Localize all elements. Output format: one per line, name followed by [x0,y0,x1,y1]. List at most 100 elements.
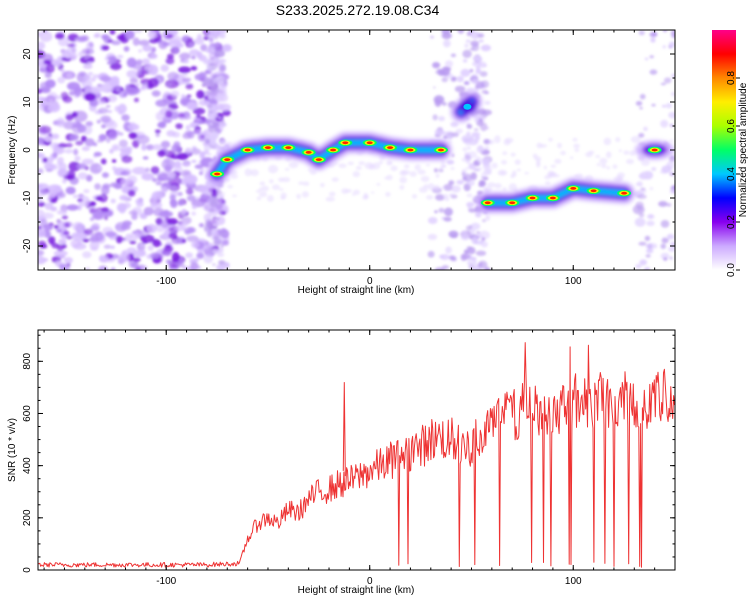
noise-blob [491,162,498,169]
noise-blob [63,257,74,264]
noise-blob [111,40,121,46]
noise-blob [93,34,100,38]
noise-blob [256,196,262,201]
noise-blob [554,158,562,164]
noise-blob [88,41,94,48]
noise-blob [643,126,648,132]
noise-blob [278,188,284,191]
noise-blob [503,139,511,146]
noise-blob [83,188,90,194]
noise-blob [172,240,177,245]
noise-blob [198,171,204,176]
noise-blob [543,165,547,170]
noise-blob [145,167,150,173]
noise-blob [115,222,127,233]
noise-blob [68,90,76,96]
snr-xlabel: Height of straight line (km) [298,585,415,596]
noise-blob [465,39,471,43]
snr-series-line [38,342,675,568]
noise-blob [77,195,91,207]
noise-blob [605,151,612,159]
noise-blob [510,152,516,157]
noise-blob [186,101,198,111]
noise-blob [208,242,214,247]
noise-blob [467,146,471,150]
noise-blob [371,191,375,194]
noise-blob [441,32,452,40]
noise-blob [462,59,468,63]
noise-blob [38,226,42,230]
noise-blob [516,168,521,172]
noise-blob [204,134,212,141]
noise-blob [450,53,457,58]
noise-blob [50,142,60,149]
noise-blob [661,104,667,108]
noise-blob [150,195,157,204]
noise-blob [131,262,136,268]
noise-blob [461,230,467,234]
y-tick-label: 20 [22,48,33,60]
noise-blob [168,227,178,235]
noise-blob [161,186,168,194]
noise-blob [57,36,70,47]
noise-blob [475,31,479,36]
noise-blob [230,174,238,179]
noise-blob [352,171,361,178]
noise-blob [478,39,484,43]
noise-blob [465,225,472,231]
noise-blob [448,230,459,238]
noise-blob [131,62,143,70]
noise-blob [142,44,153,52]
noise-blob [62,95,73,103]
noise-blob [478,183,483,188]
noise-blob [191,198,206,208]
noise-blob [450,77,457,82]
noise-blob [259,181,266,186]
noise-blob [160,140,171,149]
noise-blob [438,168,444,173]
noise-blob [478,61,487,68]
noise-blob [467,151,477,159]
noise-blob [44,71,52,79]
noise-blob [219,139,226,144]
noise-blob [468,208,477,213]
noise-blob [100,75,112,82]
noise-blob [116,54,124,59]
noise-blob [138,49,143,53]
noise-blob [464,171,468,175]
noise-blob [463,249,470,255]
noise-blob [69,133,79,141]
noise-blob [181,94,185,99]
noise-blob [77,35,87,42]
noise-blob [427,183,435,191]
noise-blob [178,112,185,118]
noise-blob [171,144,181,153]
noise-blob [132,37,140,46]
noise-blob [185,83,194,90]
hotspot [509,201,516,205]
noise-blob [194,258,199,263]
noise-blob [208,114,214,120]
noise-blob [446,134,453,140]
noise-blob [96,119,101,124]
noise-blob [206,101,211,106]
noise-blob [81,48,95,55]
noise-blob [193,38,205,45]
noise-blob [601,163,607,169]
noise-blob [476,166,483,172]
noise-blob [136,134,150,145]
noise-blob [477,157,483,164]
noise-blob [191,241,200,249]
noise-blob [475,136,481,140]
noise-blob [84,54,91,60]
noise-blob [65,113,74,121]
noise-blob [221,239,230,246]
noise-blob [215,49,226,58]
noise-blob [53,250,68,257]
noise-blob [73,148,79,156]
noise-blob [487,182,496,188]
colorbar-tick-label: 0.2 [726,215,737,229]
noise-blob [465,167,470,171]
noise-blob [181,239,187,243]
hotspot [285,146,292,150]
